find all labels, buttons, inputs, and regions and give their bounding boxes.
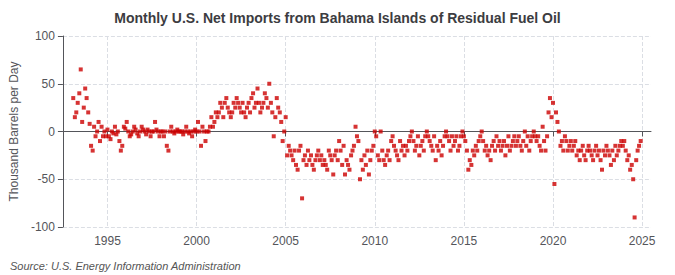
- svg-text:50: 50: [42, 77, 56, 91]
- svg-text:Thousand Barrels per Day: Thousand Barrels per Day: [7, 61, 21, 201]
- svg-text:2000: 2000: [183, 234, 210, 248]
- svg-text:100: 100: [35, 29, 55, 43]
- svg-text:-100: -100: [31, 220, 55, 234]
- svg-text:Source: U.S. Energy Informatio: Source: U.S. Energy Information Administ…: [10, 260, 241, 272]
- svg-text:0: 0: [48, 125, 55, 139]
- svg-text:2010: 2010: [361, 234, 388, 248]
- svg-text:2005: 2005: [272, 234, 299, 248]
- svg-text:-50: -50: [38, 172, 56, 186]
- svg-text:2015: 2015: [451, 234, 478, 248]
- svg-text:1995: 1995: [94, 234, 121, 248]
- svg-text:2020: 2020: [540, 234, 567, 248]
- svg-text:2025: 2025: [629, 234, 656, 248]
- svg-text:Monthly U.S. Net Imports from: Monthly U.S. Net Imports from Bahama Isl…: [114, 10, 561, 26]
